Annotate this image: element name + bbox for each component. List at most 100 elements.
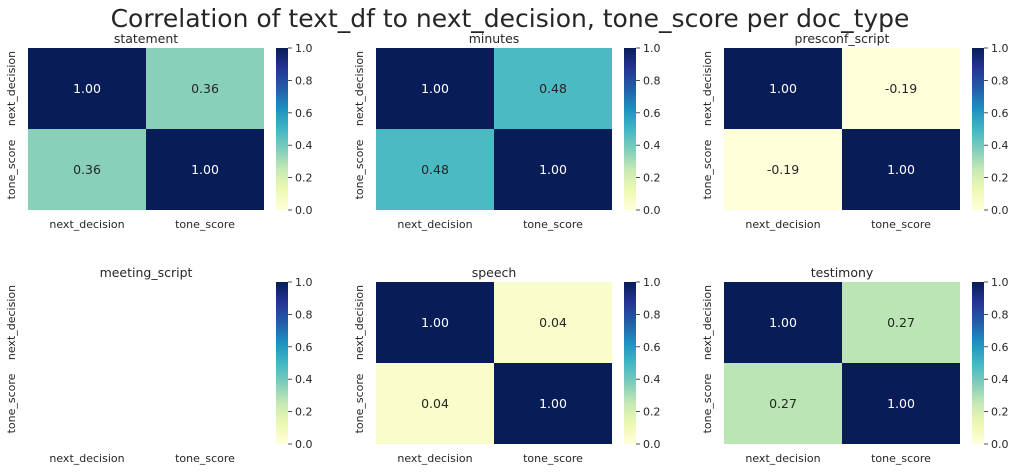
- colorbar-tick-label: 0.2: [295, 406, 313, 419]
- colorbar-tick-label: 0.6: [991, 341, 1009, 354]
- colorbar-tick-label: 0.8: [643, 74, 661, 87]
- colorbar-tick-label: 0.4: [295, 373, 313, 386]
- x-tick-label: tone_score: [871, 218, 931, 231]
- colorbar-tick-label: 0.6: [991, 107, 1009, 120]
- heatmap-cell: [842, 363, 960, 444]
- colorbar-tick-label: 0.8: [643, 308, 661, 321]
- x-tick-label: tone_score: [175, 452, 235, 465]
- colorbar-tick-label: 1.0: [991, 276, 1009, 289]
- colorbar-tick-label: 0.2: [295, 172, 313, 185]
- y-tick-label: next_decision: [701, 51, 714, 126]
- cell-value-label: 1.00: [539, 162, 567, 177]
- cell-value-label: 0.36: [191, 81, 219, 96]
- y-tick-label: next_decision: [5, 285, 18, 360]
- panel-title: minutes: [469, 31, 520, 46]
- cell-value-label: -0.19: [767, 162, 799, 177]
- colorbar-tick-label: 1.0: [643, 276, 661, 289]
- heatmap-cell: [724, 282, 842, 363]
- heatmap-cell: [842, 48, 960, 129]
- heatmap-panel-speech: speech 1.00 0.04 0.04 1.00 next_decision tone_…: [353, 265, 661, 465]
- colorbar-tick-label: 0.4: [643, 139, 661, 152]
- panel-title: testimony: [811, 265, 874, 280]
- cell-value-label: 0.04: [539, 315, 567, 330]
- heatmap-cell: [842, 282, 960, 363]
- colorbar-tick-label: 0.2: [991, 172, 1009, 185]
- colorbar-tick-label: 0.2: [643, 406, 661, 419]
- colorbar-tick-label: 0.2: [643, 172, 661, 185]
- x-tick-label: next_decision: [745, 218, 820, 231]
- cell-value-label: 1.00: [769, 315, 797, 330]
- cell-value-label: 1.00: [421, 81, 449, 96]
- cell-value-label: 1.00: [421, 315, 449, 330]
- colorbar-tick-label: 0.6: [643, 341, 661, 354]
- cell-value-label: 1.00: [769, 81, 797, 96]
- cell-value-label: 0.27: [887, 315, 915, 330]
- colorbar-tick-label: 0.8: [295, 74, 313, 87]
- heatmap-cell: [146, 129, 264, 210]
- x-tick-label: next_decision: [397, 218, 472, 231]
- cell-value-label: 0.04: [421, 396, 449, 411]
- cell-value-label: 0.48: [421, 162, 449, 177]
- colorbar-tick-label: 0.0: [295, 438, 313, 451]
- colorbar-tick-label: 1.0: [295, 276, 313, 289]
- heatmap-cell: [146, 48, 264, 129]
- y-tick-label: next_decision: [353, 51, 366, 126]
- colorbar-tick-label: 1.0: [991, 42, 1009, 55]
- cell-value-label: 0.27: [769, 396, 797, 411]
- heatmap-cell: [494, 48, 612, 129]
- panel-title: statement: [114, 31, 178, 46]
- cell-value-label: -0.19: [885, 81, 917, 96]
- heatmap-panel-presconf-script: presconf_script 1.00 -0.19 -0.19 1.00 next_de…: [701, 31, 1009, 231]
- x-tick-label: next_decision: [745, 452, 820, 465]
- panel-title: speech: [472, 265, 517, 280]
- colorbar: [276, 48, 288, 210]
- heatmap-cell: [724, 363, 842, 444]
- colorbar-tick-label: 0.0: [643, 204, 661, 217]
- heatmap-cell: [376, 48, 494, 129]
- heatmap-cell: [724, 129, 842, 210]
- heatmap-cell: [28, 129, 146, 210]
- cell-value-label: 0.48: [539, 81, 567, 96]
- heatmap-cell: [28, 48, 146, 129]
- heatmap-cell: [724, 48, 842, 129]
- colorbar-tick-label: 0.8: [991, 308, 1009, 321]
- heatmap-cell: [376, 282, 494, 363]
- heatmap-cell: [842, 129, 960, 210]
- cell-value-label: 1.00: [73, 81, 101, 96]
- colorbar: [972, 48, 984, 210]
- heatmap-cell: [494, 363, 612, 444]
- cell-value-label: 1.00: [887, 396, 915, 411]
- cell-value-label: 0.36: [73, 162, 101, 177]
- colorbar: [276, 282, 288, 444]
- heatmap-cell: [376, 363, 494, 444]
- x-tick-label: tone_score: [871, 452, 931, 465]
- heatmap-cell: [494, 129, 612, 210]
- heatmap-cell: [376, 129, 494, 210]
- colorbar-tick-label: 0.4: [295, 139, 313, 152]
- colorbar-tick-label: 0.4: [991, 373, 1009, 386]
- colorbar: [624, 282, 636, 444]
- colorbar-tick-label: 0.8: [991, 74, 1009, 87]
- y-tick-label: tone_score: [701, 139, 714, 199]
- y-tick-label: tone_score: [701, 373, 714, 433]
- x-tick-label: tone_score: [523, 452, 583, 465]
- heatmap-panel-testimony: testimony 1.00 0.27 0.27 1.00 next_decision to…: [701, 265, 1009, 465]
- y-tick-label: tone_score: [5, 373, 18, 433]
- figure-title: Correlation of text_df to next_decision,…: [111, 4, 910, 33]
- x-tick-label: tone_score: [175, 218, 235, 231]
- colorbar-tick-label: 0.0: [295, 204, 313, 217]
- x-tick-label: next_decision: [397, 452, 472, 465]
- colorbar-tick-label: 0.6: [643, 107, 661, 120]
- cell-value-label: 1.00: [887, 162, 915, 177]
- colorbar-tick-label: 0.6: [295, 107, 313, 120]
- colorbar-tick-label: 0.0: [991, 438, 1009, 451]
- y-tick-label: next_decision: [5, 51, 18, 126]
- y-tick-label: next_decision: [353, 285, 366, 360]
- heatmap-cell: [494, 282, 612, 363]
- colorbar-tick-label: 0.8: [295, 308, 313, 321]
- colorbar: [972, 282, 984, 444]
- colorbar-tick-label: 1.0: [295, 42, 313, 55]
- colorbar-tick-label: 0.6: [295, 341, 313, 354]
